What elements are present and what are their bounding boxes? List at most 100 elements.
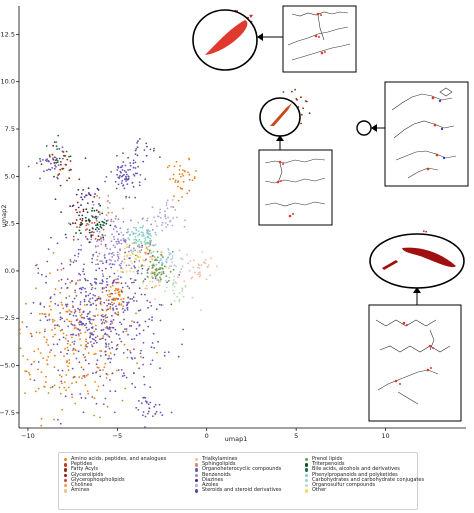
point [84, 348, 87, 350]
point [78, 287, 81, 290]
point [143, 149, 146, 151]
point [121, 165, 124, 167]
point [125, 180, 127, 182]
point [67, 386, 70, 389]
point [145, 400, 148, 403]
point [25, 302, 27, 305]
point [153, 256, 156, 258]
point [77, 328, 80, 331]
point [167, 216, 170, 219]
point [112, 309, 115, 311]
point [94, 294, 96, 297]
point [116, 259, 119, 262]
point [94, 237, 97, 240]
point [209, 257, 212, 260]
point [67, 340, 69, 342]
point [151, 319, 153, 321]
point [82, 375, 84, 377]
point [111, 211, 113, 214]
legend-label: Azoles [202, 481, 219, 488]
point [122, 220, 125, 223]
point [102, 369, 104, 371]
point [117, 311, 120, 313]
point [149, 301, 152, 304]
point [125, 376, 128, 379]
point [96, 258, 99, 261]
point [69, 205, 71, 208]
legend-marker [305, 489, 309, 493]
point [126, 303, 129, 306]
point [91, 222, 93, 224]
point [54, 288, 57, 290]
point [98, 221, 101, 224]
point [93, 231, 95, 234]
point [70, 311, 73, 313]
point [65, 150, 68, 153]
series-13 [122, 138, 161, 165]
point [131, 298, 134, 300]
point [60, 351, 62, 353]
inset-right-arrowhead [371, 124, 377, 132]
point [129, 168, 132, 171]
point [42, 357, 45, 359]
point [126, 183, 129, 186]
point [129, 257, 131, 260]
point [149, 401, 152, 404]
point [104, 315, 106, 317]
point [147, 403, 150, 406]
point [179, 165, 182, 167]
point [95, 209, 98, 212]
point [111, 292, 113, 295]
point [45, 281, 47, 284]
point [45, 341, 48, 344]
inset-bottom-right-molecule-box [368, 304, 462, 422]
point [52, 335, 54, 338]
point [157, 256, 159, 259]
point [151, 264, 154, 267]
point [153, 273, 156, 276]
point [104, 317, 107, 319]
point [79, 301, 82, 303]
point [91, 227, 94, 230]
point [172, 268, 175, 271]
point [146, 275, 149, 278]
y-tick-label: 2.5 [5, 220, 15, 228]
point [65, 305, 68, 308]
point [80, 287, 82, 289]
point [78, 323, 81, 326]
legend-marker [195, 483, 199, 488]
point [134, 292, 137, 295]
point [204, 258, 207, 261]
point [128, 238, 131, 241]
point [164, 279, 167, 282]
point [108, 289, 111, 292]
point [71, 382, 73, 385]
legend-marker [195, 458, 199, 462]
point [107, 207, 109, 209]
point [74, 308, 76, 311]
point [25, 326, 28, 328]
point [66, 278, 69, 280]
point [122, 234, 125, 236]
point [173, 292, 176, 295]
point [140, 293, 143, 296]
point [165, 217, 167, 220]
point [116, 254, 119, 256]
legend-marker [305, 478, 309, 483]
point [63, 155, 65, 157]
point [161, 264, 163, 266]
point [175, 265, 177, 268]
point [148, 252, 151, 255]
point [133, 300, 135, 302]
point [117, 298, 119, 300]
point [42, 159, 44, 161]
point [137, 230, 140, 233]
point [65, 389, 67, 392]
series-18 [153, 243, 190, 285]
point [105, 377, 108, 379]
point [59, 392, 62, 395]
point [111, 322, 114, 325]
point [97, 211, 100, 213]
point [131, 320, 133, 322]
point [188, 173, 191, 176]
